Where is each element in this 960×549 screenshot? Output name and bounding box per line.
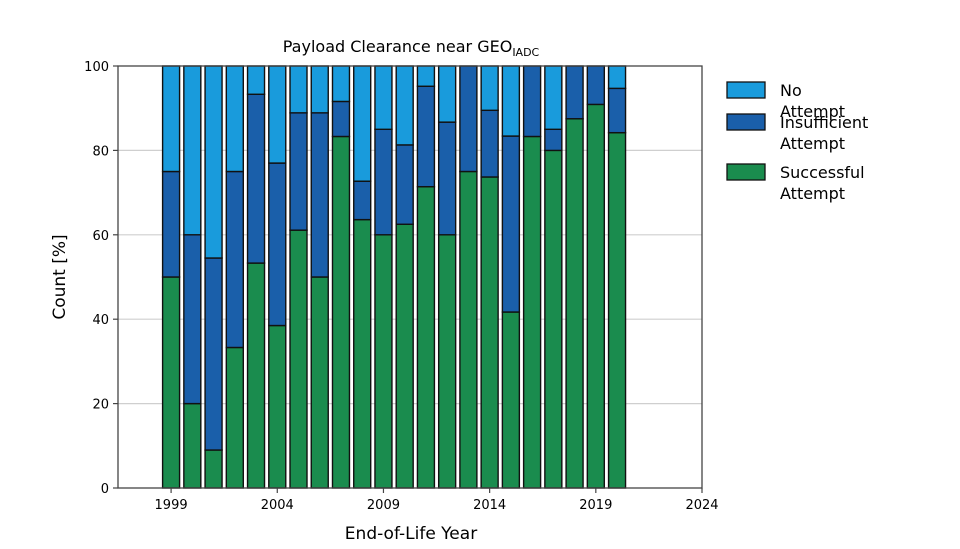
bar-segment bbox=[353, 218, 372, 489]
bar-segment bbox=[310, 65, 329, 114]
bar-segment bbox=[331, 100, 351, 138]
bar-segment bbox=[331, 135, 351, 489]
bar-segment bbox=[565, 118, 584, 489]
bar-segment bbox=[225, 346, 244, 489]
bar-segment bbox=[268, 324, 287, 489]
bar-segment bbox=[459, 170, 478, 489]
bar-segment bbox=[395, 223, 414, 489]
legend-swatch bbox=[726, 163, 766, 181]
bar-segment bbox=[480, 176, 499, 489]
bar-segment bbox=[268, 162, 287, 327]
bar-segment bbox=[183, 65, 202, 236]
bar-segment bbox=[374, 234, 393, 489]
bar-segment bbox=[544, 149, 563, 489]
bar-segment bbox=[501, 311, 521, 489]
bar-segment bbox=[161, 276, 181, 489]
bar-segment bbox=[353, 65, 372, 182]
y-tick-label: 60 bbox=[92, 229, 109, 244]
legend-label: No Attempt bbox=[780, 81, 845, 121]
chart-title: Payload Clearance near GEOIADC bbox=[283, 37, 540, 59]
x-tick-label: 2009 bbox=[367, 498, 400, 513]
bar-segment bbox=[310, 112, 329, 278]
y-tick-label: 40 bbox=[92, 313, 109, 328]
bar-segment bbox=[437, 121, 457, 236]
bar-segment bbox=[183, 234, 202, 405]
bar-segment bbox=[268, 65, 287, 164]
bar-segment bbox=[246, 93, 266, 264]
y-tick-label: 80 bbox=[92, 144, 109, 159]
x-tick-label: 2019 bbox=[579, 498, 612, 513]
bar-segment bbox=[522, 135, 542, 489]
bar-segment bbox=[225, 65, 244, 173]
bar-segment bbox=[459, 65, 478, 173]
bar-segment bbox=[310, 276, 329, 489]
bar-segment bbox=[331, 65, 351, 103]
x-tick-label: 2004 bbox=[261, 498, 294, 513]
y-tick-label: 0 bbox=[101, 482, 109, 497]
legend-swatch bbox=[726, 81, 766, 99]
ticks: 0 20 40 60 80 100 1999 2004 2009 2014 2019 2024 bbox=[84, 60, 718, 513]
bar-segment bbox=[437, 65, 457, 123]
legend-label: Successful Attempt bbox=[780, 163, 865, 203]
bar-segment bbox=[565, 65, 584, 120]
bar-segment bbox=[395, 65, 414, 146]
bar-segment bbox=[204, 449, 223, 489]
bar-segment bbox=[161, 65, 181, 173]
bar-segment bbox=[586, 103, 606, 489]
bar-segment bbox=[289, 112, 308, 231]
bar-segment bbox=[586, 65, 606, 106]
y-axis-label: Count [%] bbox=[50, 234, 70, 319]
bar-segment bbox=[480, 65, 499, 112]
bar-segment bbox=[183, 402, 202, 489]
bars bbox=[161, 65, 627, 489]
bar-segment bbox=[374, 65, 393, 130]
bar-segment bbox=[246, 65, 266, 95]
x-tick-label: 2024 bbox=[685, 498, 718, 513]
bar-segment bbox=[544, 65, 563, 130]
bar-segment bbox=[289, 65, 308, 114]
axes-frame bbox=[117, 65, 703, 489]
bar-segment bbox=[246, 262, 266, 489]
y-tick-label: 20 bbox=[92, 398, 109, 413]
legend-swatch bbox=[726, 113, 766, 131]
bar-segment bbox=[437, 234, 457, 489]
x-axis-label: End-of-Life Year bbox=[345, 524, 477, 544]
legend-label: Insufficient Attempt bbox=[780, 113, 868, 153]
bar-segment bbox=[204, 257, 223, 451]
y-tick-label: 100 bbox=[84, 60, 109, 75]
x-tick-label: 1999 bbox=[155, 498, 188, 513]
bar-segment bbox=[161, 170, 181, 278]
bar-segment bbox=[416, 185, 436, 489]
bar-segment bbox=[395, 144, 414, 225]
x-tick-label: 2014 bbox=[473, 498, 506, 513]
bar-segment bbox=[204, 65, 223, 259]
bar-segment bbox=[607, 65, 627, 90]
bar-segment bbox=[480, 109, 499, 178]
bar-segment bbox=[501, 65, 521, 137]
bar-segment bbox=[544, 128, 563, 152]
bar-segment bbox=[225, 170, 244, 349]
bar-segment bbox=[353, 180, 372, 221]
bar-segment bbox=[289, 229, 308, 489]
bar-segment bbox=[607, 131, 627, 489]
bar-segment bbox=[501, 135, 521, 313]
bar-segment bbox=[416, 85, 436, 188]
bar-segment bbox=[522, 65, 542, 138]
bar-segment bbox=[607, 87, 627, 134]
bar-segment bbox=[374, 128, 393, 236]
bar-segment bbox=[416, 65, 436, 87]
